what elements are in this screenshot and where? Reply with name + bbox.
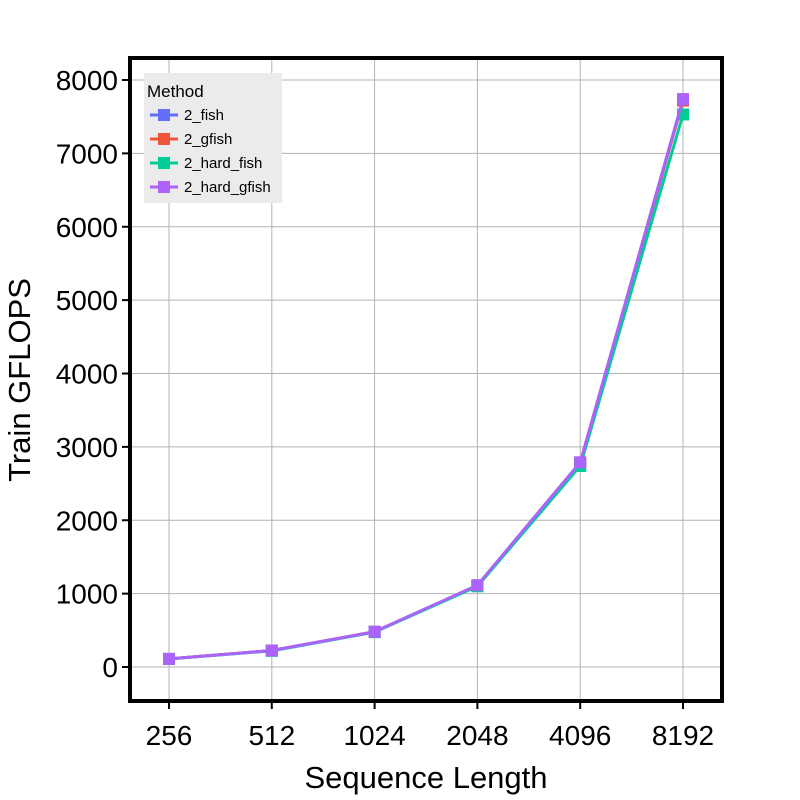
y-tick-label: 7000: [56, 138, 118, 169]
legend: Method 2_fish 2_gfish 2_hard_fish 2_hard_gf…: [144, 73, 282, 203]
legend-title: Method: [147, 82, 204, 101]
x-tick-label: 512: [248, 720, 295, 751]
legend-label: 2_hard_fish: [184, 155, 262, 172]
y-axis-ticks: 0 1000 2000 3000 4000 5000 6000 7000 8000: [56, 65, 130, 683]
legend-swatch-marker: [158, 133, 170, 145]
legend-items: 2_fish 2_gfish 2_hard_fish 2_hard_gfish: [150, 107, 271, 196]
legend-item: 2_hard_fish: [150, 155, 262, 172]
data-point: [574, 456, 587, 469]
y-axis-title: Train GFLOPS: [2, 278, 37, 482]
legend-swatch-marker: [158, 181, 170, 193]
x-axis-ticks: 256 512 1024 2048 4096 8192: [146, 701, 714, 751]
y-tick-label: 6000: [56, 212, 118, 243]
legend-item: 2_hard_gfish: [150, 179, 271, 196]
y-tick-label: 1000: [56, 579, 118, 610]
legend-item: 2_fish: [150, 107, 224, 124]
data-point: [677, 93, 689, 106]
y-tick-label: 0: [102, 652, 118, 683]
series-line: [168, 98, 685, 661]
legend-item: 2_gfish: [150, 131, 232, 148]
y-tick-label: 4000: [56, 359, 118, 390]
y-tick-label: 3000: [56, 432, 118, 463]
legend-swatch-marker: [158, 109, 170, 121]
legend-label: 2_hard_gfish: [184, 179, 271, 196]
data-point: [163, 652, 175, 665]
legend-label: 2_gfish: [184, 131, 232, 148]
x-tick-label: 4096: [549, 720, 611, 751]
series-2-hard-gfish: [163, 93, 689, 665]
y-tick-label: 2000: [56, 505, 118, 536]
data-point: [368, 625, 381, 638]
x-tick-label: 2048: [446, 720, 508, 751]
y-tick-label: 5000: [56, 285, 118, 316]
data-point: [471, 579, 484, 592]
plot-frame: [128, 56, 724, 703]
x-tick-label: 1024: [343, 720, 405, 751]
series-layer: [163, 93, 689, 665]
x-tick-label: 8192: [652, 720, 714, 751]
legend-swatch-marker: [158, 157, 170, 169]
x-axis-title: Sequence Length: [304, 760, 547, 795]
x-tick-label: 256: [146, 720, 193, 751]
data-point: [265, 644, 278, 657]
y-tick-label: 8000: [56, 65, 118, 96]
legend-label: 2_fish: [184, 107, 224, 124]
